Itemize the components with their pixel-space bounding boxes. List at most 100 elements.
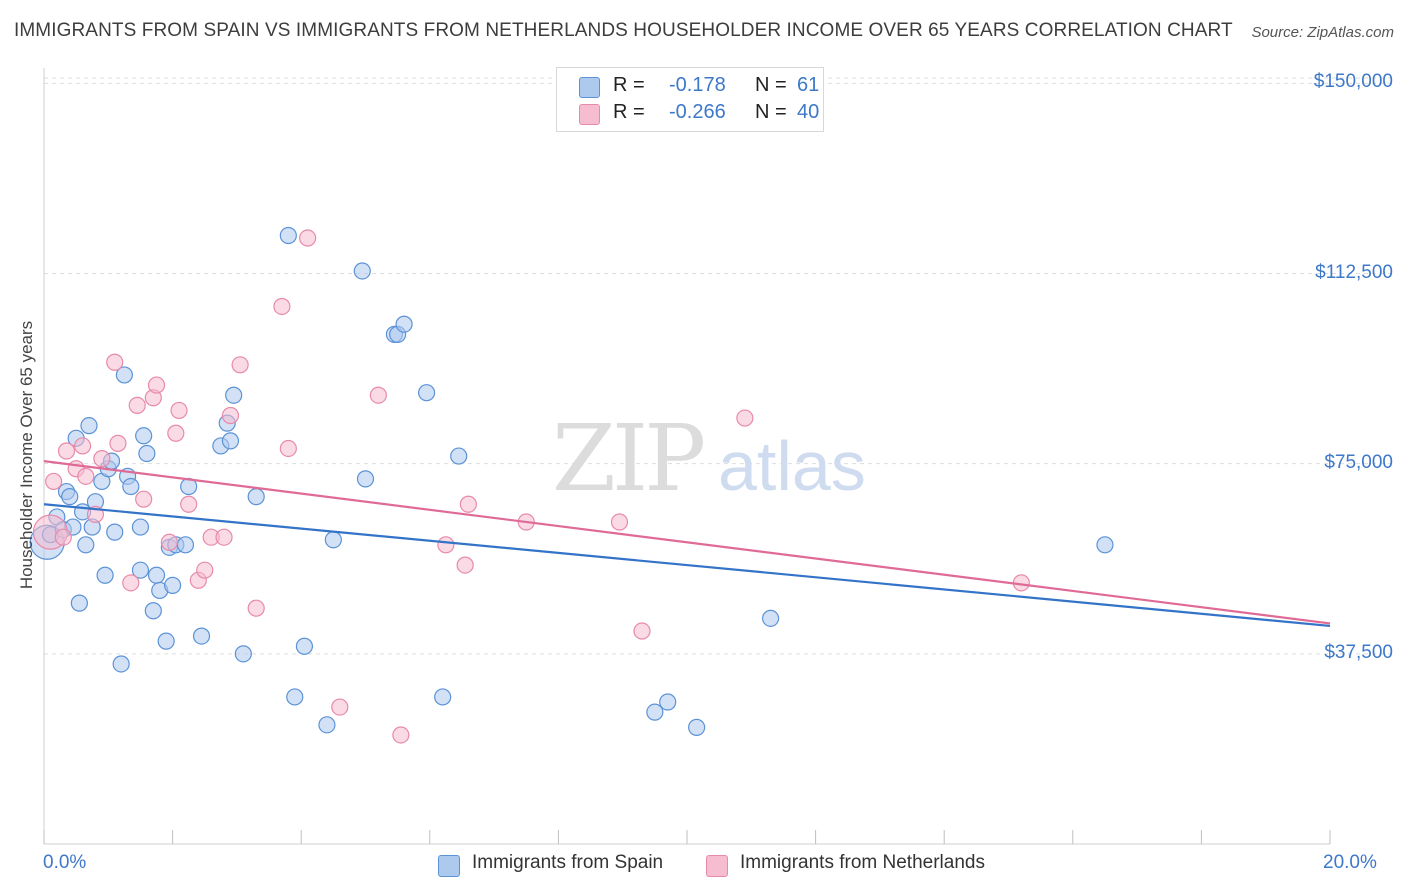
netherlands-point <box>135 490 153 508</box>
legend-r-label: R = <box>613 101 645 123</box>
legend-r-label: R = <box>613 74 645 96</box>
netherlands-point <box>73 437 92 455</box>
spain-point <box>688 718 706 736</box>
spain-point <box>221 432 240 450</box>
spain-point <box>77 536 95 554</box>
netherlands-point <box>215 528 233 546</box>
netherlands-point <box>279 439 297 458</box>
netherlands-point <box>160 533 178 551</box>
spain-point <box>234 645 252 663</box>
netherlands-point <box>167 424 185 442</box>
bottom-legend-spain-label: Immigrants from Spain <box>472 852 664 873</box>
netherlands-point <box>299 229 317 247</box>
legend-n-value: 61 <box>797 74 820 96</box>
y-tick-label: $37,500 <box>1324 641 1393 663</box>
legend-r-value: -0.266 <box>669 101 726 123</box>
netherlands-point <box>437 536 455 554</box>
trend-lines <box>43 460 1331 628</box>
netherlands-point <box>456 556 474 574</box>
spain-point <box>147 566 166 584</box>
spain-point <box>131 561 150 579</box>
spain-point <box>286 688 304 706</box>
spain-point <box>646 703 664 721</box>
spain-point <box>106 523 124 541</box>
spain-point <box>356 470 375 488</box>
spain-point <box>96 566 114 584</box>
netherlands-point <box>109 434 127 452</box>
spain-point <box>417 384 436 402</box>
netherlands-point <box>54 528 72 546</box>
watermark-zip: ZIP <box>552 405 703 512</box>
watermark: ZIP atlas <box>552 405 866 512</box>
y-tick-label: $112,500 <box>1315 261 1393 283</box>
bottom-swatch-netherlands <box>706 855 728 877</box>
netherlands-point <box>45 472 63 491</box>
spain-point <box>131 518 150 536</box>
spain-point <box>135 427 153 445</box>
spain-point <box>450 447 468 465</box>
spain-point <box>434 688 452 706</box>
netherlands-point <box>147 376 166 394</box>
spain-point <box>324 531 342 549</box>
spain-point <box>225 386 243 404</box>
legend-n-label: N = <box>755 74 787 96</box>
netherlands-point <box>122 574 140 592</box>
y-tick-label: $75,000 <box>1324 451 1393 473</box>
netherlands-point <box>369 386 387 404</box>
legend-n-label: N = <box>755 101 787 123</box>
spain-point <box>659 693 677 711</box>
x-tick-label-min: 0.0% <box>43 852 87 873</box>
netherlands-point <box>331 698 349 716</box>
legend-r-value: -0.178 <box>669 74 726 96</box>
netherlands-point <box>170 401 188 420</box>
x-tick-label-max: 20.0% <box>1323 852 1377 873</box>
source-label: Source: ZipAtlas.com <box>1251 24 1394 41</box>
legend-n-value: 40 <box>797 101 820 123</box>
netherlands-point <box>106 353 124 371</box>
spain-point <box>144 602 162 620</box>
netherlands-point <box>247 599 265 617</box>
netherlands-point <box>128 396 146 414</box>
bottom-swatch-spain <box>438 855 460 877</box>
spain-point <box>192 627 211 645</box>
netherlands-point <box>57 442 76 460</box>
spain-point <box>1096 536 1114 554</box>
spain-point <box>157 632 175 650</box>
spain-trend-line <box>43 503 1331 628</box>
spain-point <box>80 417 98 435</box>
legend-swatch-spain <box>579 77 600 98</box>
spain-point <box>395 315 413 333</box>
netherlands-point <box>392 726 410 744</box>
netherlands-point <box>221 406 240 425</box>
spain-point <box>112 655 130 673</box>
chart-title: IMMIGRANTS FROM SPAIN VS IMMIGRANTS FROM… <box>14 20 1233 41</box>
y-axis-label: Householder Income Over 65 years <box>17 320 36 590</box>
spain-point <box>122 477 140 496</box>
spain-point <box>353 262 371 280</box>
netherlands-point <box>93 450 111 468</box>
netherlands-point <box>610 513 629 531</box>
legend-swatch-netherlands <box>579 104 600 125</box>
bottom-legend-netherlands-label: Immigrants from Netherlands <box>740 852 985 873</box>
watermark-atlas: atlas <box>718 427 866 505</box>
spain-point <box>164 576 182 594</box>
netherlands-point <box>196 561 214 579</box>
axes <box>43 68 1331 845</box>
netherlands-point <box>633 622 651 640</box>
spain-point <box>761 609 780 627</box>
spain-point <box>279 226 297 245</box>
netherlands-point <box>231 356 249 374</box>
spain-point <box>247 488 265 506</box>
correlation-legend: R = -0.178 N = 61 R = -0.266 N = 40 <box>556 67 824 132</box>
spain-point <box>176 536 195 554</box>
spain-point <box>295 637 314 655</box>
netherlands-point <box>180 495 198 513</box>
netherlands-point <box>736 409 754 427</box>
y-tick-label: $150,000 <box>1313 71 1393 93</box>
netherlands-point <box>273 297 291 316</box>
netherlands-point <box>459 495 477 513</box>
spain-point <box>70 594 88 612</box>
spain-point <box>138 444 156 463</box>
netherlands-trend-line <box>43 460 1331 625</box>
